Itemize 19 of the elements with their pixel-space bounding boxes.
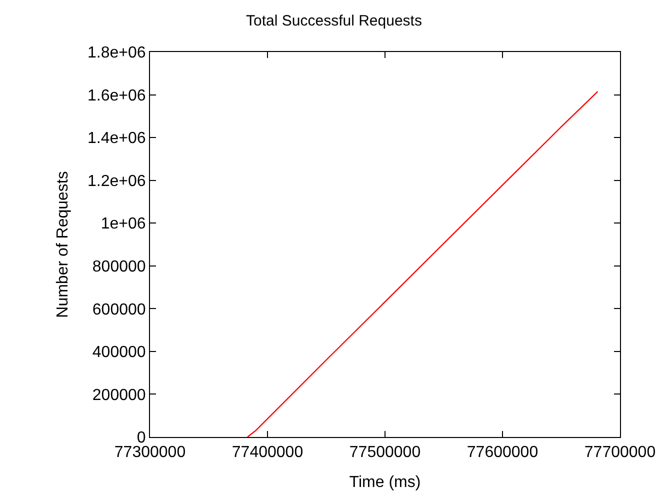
- y-tick-label: 600000: [92, 301, 146, 318]
- y-tick-label: 400000: [92, 344, 146, 362]
- line-series: [246, 90, 598, 437]
- y-tick-label: 1.4e+06: [88, 130, 146, 148]
- y-axis-title: Number of Requests: [54, 171, 72, 318]
- y-tick-label: 200000: [92, 386, 146, 404]
- x-tick-label: 77500000: [349, 444, 421, 462]
- chart-title: Total Successful Requests: [246, 12, 422, 30]
- x-tick-label: 77300000: [114, 444, 186, 462]
- y-tick-label: 1e+06: [100, 216, 146, 233]
- x-tick-label: 77400000: [232, 444, 304, 462]
- x-axis-title: Time (ms): [349, 474, 421, 491]
- y-tick-label: 0: [136, 430, 146, 447]
- y-tick-label: 1.2e+06: [88, 172, 146, 190]
- y-tick-label: 1.8e+06: [88, 44, 146, 62]
- x-tick-label: 77600000: [466, 444, 538, 462]
- x-tick-label: 77700000: [584, 444, 656, 462]
- y-tick-label: 800000: [92, 258, 146, 276]
- y-tick-label: 1.6e+06: [88, 87, 146, 104]
